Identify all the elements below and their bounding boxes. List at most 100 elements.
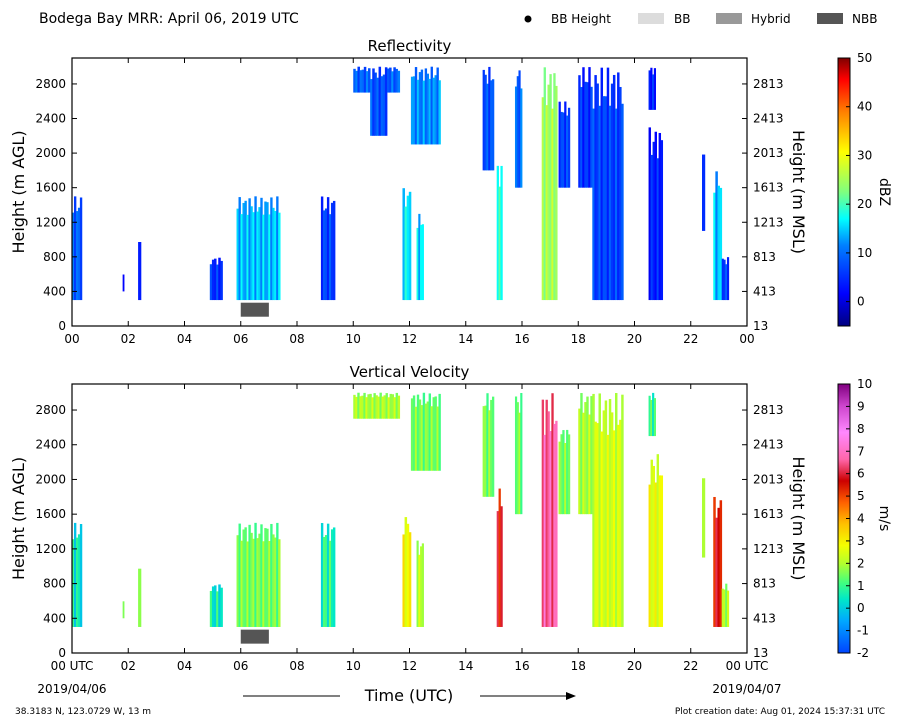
y-tick-label-right: 2413: [753, 112, 784, 126]
echo-column: [355, 70, 358, 93]
echo-column: [543, 434, 546, 627]
echo-region: [721, 583, 730, 627]
y-tick-label: 1600: [35, 507, 66, 521]
x-tick-label: 08: [289, 332, 304, 346]
echo-column: [252, 212, 255, 301]
echo-column: [652, 392, 655, 437]
y-tick-label-right: 13: [753, 319, 768, 333]
echo-column: [77, 207, 81, 301]
echo-column: [615, 108, 618, 301]
echo-column: [240, 214, 243, 301]
echo-column: [357, 392, 360, 419]
echo-column: [278, 539, 281, 627]
echo-column: [566, 429, 569, 515]
y-tick-label: 0: [58, 646, 66, 660]
echo-column: [324, 208, 328, 301]
echo-column: [220, 587, 223, 627]
echo-column: [610, 412, 614, 627]
echo-column: [211, 586, 215, 627]
echo-column: [79, 197, 83, 301]
echo-column: [602, 96, 606, 301]
x-tick-label: 22: [683, 659, 698, 673]
echo-column: [252, 538, 255, 627]
echo-column: [660, 140, 664, 301]
echo-column: [404, 206, 408, 301]
echo-column: [428, 393, 431, 471]
echo-column: [650, 399, 653, 437]
echo-region: [416, 213, 424, 301]
echo-column: [361, 69, 365, 93]
echo-column: [389, 393, 392, 419]
echo-column: [370, 79, 373, 136]
echo-column: [389, 67, 392, 93]
echo-column: [357, 66, 360, 93]
echo-column: [377, 396, 380, 419]
echo-column: [619, 419, 622, 627]
echo-column: [268, 541, 271, 627]
x-tick-label: 02: [121, 332, 136, 346]
echo-region: [721, 257, 730, 301]
echo-column: [578, 408, 581, 515]
colorbar-tick-label: 3: [857, 534, 865, 548]
echo-column: [240, 540, 243, 627]
echo-column: [545, 399, 548, 627]
echo-column: [518, 70, 521, 188]
echo-column: [648, 484, 651, 627]
echo-column: [702, 478, 706, 558]
echo-column: [486, 393, 489, 497]
echo-column: [496, 165, 499, 301]
echo-column: [551, 108, 554, 301]
echo-column: [514, 396, 518, 515]
x-tick-label: 00 UTC: [726, 659, 769, 673]
x-tick-label: 20: [627, 659, 642, 673]
echo-column: [218, 257, 221, 301]
legend-marker-swatch: [638, 13, 664, 24]
echo-region: [713, 171, 723, 301]
echo-column: [359, 70, 363, 93]
echo-column: [276, 522, 279, 627]
echo-column: [604, 96, 608, 301]
echo-column: [562, 112, 565, 188]
legend-label: Hybrid: [751, 12, 791, 26]
colorbar-tick-label: 10: [857, 246, 872, 260]
echo-column: [551, 393, 554, 627]
echo-region: [236, 522, 281, 627]
echo-column: [582, 412, 585, 515]
echo-column: [488, 66, 491, 171]
echo-column: [420, 405, 424, 471]
echo-column: [654, 482, 657, 627]
echo-region: [578, 393, 593, 515]
time-arrow-head-icon: [566, 692, 576, 700]
colorbar-label: dBZ: [876, 178, 892, 206]
echo-column: [248, 524, 251, 627]
echo-column: [558, 101, 561, 188]
echo-column: [486, 83, 489, 171]
echo-column: [725, 264, 728, 301]
echo-region: [410, 392, 441, 471]
echo-region: [353, 66, 371, 93]
echo-column: [242, 529, 245, 627]
echo-column: [617, 72, 620, 301]
echo-column: [322, 536, 326, 627]
echo-column: [514, 86, 518, 188]
echo-region: [410, 66, 441, 145]
echo-column: [602, 410, 606, 627]
y-tick-label-right: 1213: [753, 542, 784, 556]
x-tick-label: 04: [177, 332, 192, 346]
echo-column: [592, 393, 595, 627]
echo-column: [242, 202, 245, 301]
echo-column: [584, 81, 587, 188]
echo-column: [260, 197, 263, 301]
echo-column: [648, 127, 651, 301]
echo-column: [549, 74, 552, 301]
echo-column: [268, 214, 271, 301]
echo-column: [488, 410, 491, 497]
echo-column: [580, 393, 583, 515]
echo-region: [541, 393, 558, 627]
x-axis-title: Time (UTC): [364, 686, 453, 705]
echo-column: [434, 396, 437, 471]
echo-column: [492, 396, 495, 497]
x-tick-label: 00: [64, 332, 79, 346]
echo-column: [658, 132, 662, 301]
